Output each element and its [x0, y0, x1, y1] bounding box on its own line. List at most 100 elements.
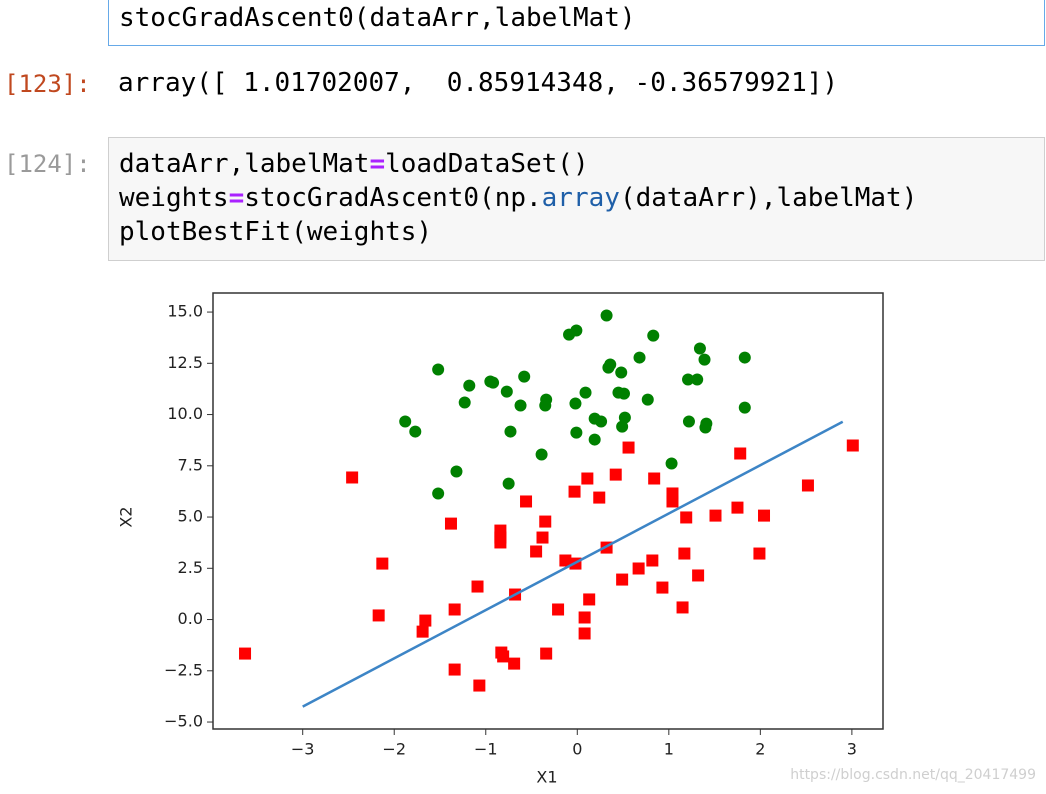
- square-point: [583, 593, 596, 606]
- x-tick-label: −1: [474, 740, 498, 759]
- square-point: [753, 547, 766, 560]
- square-point: [666, 495, 679, 508]
- circle-point: [682, 373, 695, 386]
- square-point: [846, 439, 859, 452]
- circle-point: [633, 351, 646, 364]
- square-point: [632, 562, 645, 575]
- square-point: [448, 663, 461, 676]
- square-point: [734, 447, 747, 460]
- square-point: [448, 603, 461, 616]
- y-tick-label: 5.0: [178, 507, 203, 526]
- circle-point: [691, 373, 704, 386]
- circle-point: [535, 448, 548, 461]
- circle-point: [579, 386, 592, 399]
- square-point: [471, 580, 484, 593]
- square-point: [616, 573, 629, 586]
- square-point: [801, 479, 814, 492]
- code-token: loadDataSet(): [385, 149, 589, 179]
- square-point: [416, 625, 429, 638]
- code-cell[interactable]: dataArr,labelMat=loadDataSet() weights=s…: [108, 137, 1045, 261]
- circle-point: [500, 385, 513, 398]
- square-point: [581, 472, 594, 485]
- square-point: [559, 554, 572, 567]
- circle-point: [698, 353, 711, 366]
- x-tick-label: −2: [382, 740, 406, 759]
- circle-point: [458, 396, 471, 409]
- circle-point: [409, 425, 422, 438]
- x-tick-label: 3: [847, 740, 857, 759]
- square-point: [578, 611, 591, 624]
- y-tick-label: 10.0: [167, 404, 203, 423]
- y-tick-label: 15.0: [167, 302, 203, 321]
- fit-line: [302, 420, 844, 708]
- input-prompt: [124]:: [4, 150, 91, 178]
- square-point: [372, 609, 385, 622]
- square-point: [578, 627, 591, 640]
- square-point: [593, 491, 606, 504]
- circle-point: [617, 387, 630, 400]
- output-prompt: [123]:: [4, 70, 91, 98]
- square-point: [346, 471, 359, 484]
- code-line: plotBestFit(weights): [119, 217, 432, 247]
- circle-point: [647, 329, 660, 342]
- x-tick-label: 1: [664, 740, 674, 759]
- square-point: [568, 485, 581, 498]
- plot-frame: [212, 292, 884, 730]
- x-tick-label: 2: [755, 740, 765, 759]
- circle-point: [570, 324, 583, 337]
- code-token: array: [541, 183, 620, 213]
- circle-point: [595, 415, 608, 428]
- square-point: [530, 545, 543, 558]
- code-token: plotBestFit(weights): [119, 217, 433, 247]
- square-point: [646, 554, 659, 567]
- circle-point: [618, 411, 631, 424]
- x-tick-label: 0: [572, 740, 582, 759]
- square-point: [539, 515, 552, 528]
- circle-point: [514, 399, 527, 412]
- circle-point: [682, 415, 695, 428]
- code-line: dataArr,labelMat=loadDataSet(): [119, 149, 589, 179]
- square-point: [758, 509, 771, 522]
- circle-point: [432, 487, 445, 500]
- square-point: [680, 511, 693, 524]
- square-point: [731, 501, 744, 514]
- y-tick-label: 12.5: [167, 353, 203, 372]
- circle-point: [588, 433, 601, 446]
- code-token: stocGradAscent0(np.: [244, 183, 542, 213]
- code-token: dataArr,labelMat: [119, 149, 370, 179]
- x-tick-label: −3: [291, 740, 315, 759]
- y-tick-label: −5.0: [164, 712, 203, 731]
- code-cell[interactable]: stocGradAscent0(dataArr,labelMat): [108, 0, 1045, 46]
- square-point: [609, 468, 622, 481]
- circle-point: [539, 399, 552, 412]
- square-point: [419, 614, 432, 627]
- code-token: =: [369, 149, 386, 179]
- circle-point: [570, 426, 583, 439]
- square-point: [552, 603, 565, 616]
- square-point: [494, 536, 507, 549]
- square-point: [540, 647, 553, 660]
- y-tick-label: 0.0: [178, 609, 203, 628]
- circle-point: [450, 465, 463, 478]
- square-point: [622, 441, 635, 454]
- watermark: https://blog.csdn.net/qq_20417499: [790, 767, 1036, 783]
- square-point: [656, 581, 669, 594]
- square-point: [648, 472, 661, 485]
- square-point: [536, 531, 549, 544]
- square-point: [497, 650, 510, 663]
- square-point: [444, 517, 457, 530]
- square-point: [376, 557, 389, 570]
- code-line: weights=stocGradAscent0(np.array(dataArr…: [119, 183, 917, 213]
- square-point: [520, 495, 533, 508]
- circle-point: [399, 415, 412, 428]
- square-point: [473, 679, 486, 692]
- y-axis-label: X2: [117, 506, 136, 527]
- code-token: =: [228, 183, 245, 213]
- code-token: weights: [119, 183, 229, 213]
- circle-point: [569, 397, 582, 410]
- circle-point: [693, 342, 706, 355]
- circle-point: [699, 421, 712, 434]
- square-point: [678, 547, 691, 560]
